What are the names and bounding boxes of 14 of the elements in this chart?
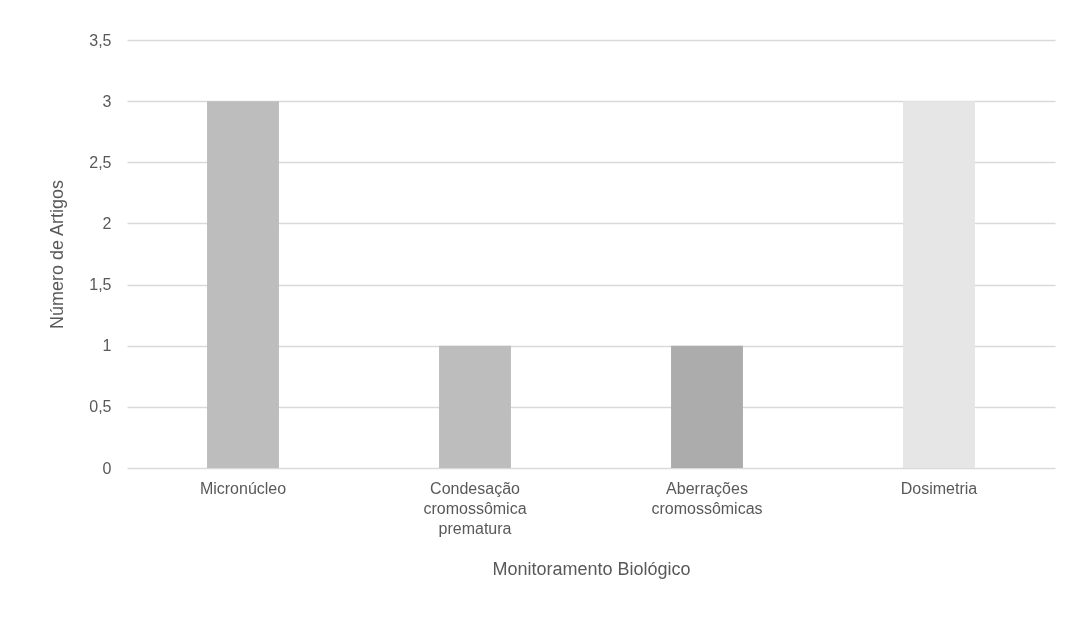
- x-tick-label: Aberrações cromossômicas: [651, 479, 763, 517]
- y-tick-label: 3,5: [89, 31, 112, 49]
- y-tick-label: 2,5: [89, 153, 112, 171]
- y-tick-label: 0,5: [89, 398, 112, 416]
- x-tick-label: Dosimetria: [900, 479, 978, 497]
- y-tick-label: 1: [102, 337, 112, 355]
- x-tick-label: Micronúcleo: [199, 479, 287, 497]
- x-tick-label: Condesação cromossômica prematura: [423, 479, 527, 537]
- y-tick-label: 2: [102, 214, 112, 232]
- y-tick-label: 3: [102, 92, 112, 110]
- y-axis-title: Número de Artigos: [47, 179, 68, 330]
- y-tick-label: 0: [102, 459, 112, 477]
- x-axis-title: Monitoramento Biológico: [492, 558, 691, 579]
- y-tick-label: 1,5: [89, 276, 112, 294]
